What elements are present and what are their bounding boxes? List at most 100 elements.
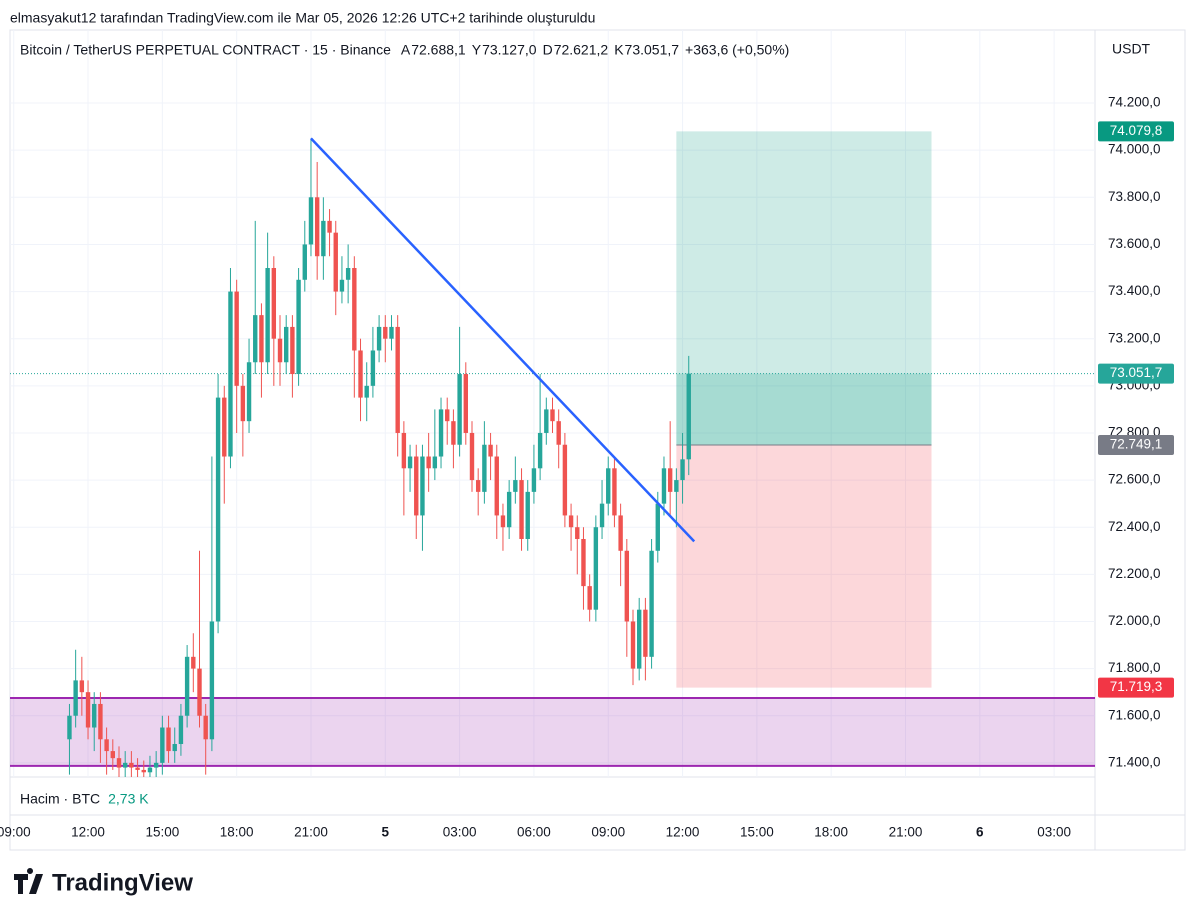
candle-body bbox=[457, 374, 462, 445]
y-tick-label: 72.600,0 bbox=[1108, 472, 1161, 487]
target-box bbox=[676, 131, 932, 445]
x-tick-label: 6 bbox=[976, 825, 984, 840]
ohlc-key: A bbox=[401, 42, 411, 58]
price-label-bg bbox=[1098, 434, 1174, 455]
candle-body bbox=[587, 586, 592, 610]
x-tick-label: 03:00 bbox=[443, 825, 477, 840]
candle-body bbox=[129, 762, 134, 768]
candle-body bbox=[308, 197, 314, 245]
candle-body bbox=[79, 680, 85, 693]
candle-body bbox=[649, 550, 654, 657]
candle-body bbox=[209, 621, 215, 740]
candle-body bbox=[618, 515, 623, 551]
y-tick-label: 72.000,0 bbox=[1108, 613, 1161, 628]
candle-body bbox=[184, 656, 190, 716]
candle-body bbox=[426, 456, 431, 469]
candle-body bbox=[240, 385, 246, 422]
x-tick-label: 5 bbox=[382, 825, 390, 840]
candle-body bbox=[606, 468, 611, 504]
price-label-bg bbox=[1098, 121, 1174, 142]
candle-body bbox=[556, 421, 561, 445]
y-tick-label: 71.400,0 bbox=[1108, 754, 1161, 769]
y-tick-label: 72.200,0 bbox=[1108, 566, 1161, 581]
logo-icon bbox=[14, 868, 43, 894]
candle-body bbox=[432, 456, 438, 469]
logo-text: TradingView bbox=[52, 869, 193, 896]
candle-body bbox=[314, 197, 320, 257]
candle-body bbox=[352, 268, 357, 351]
candle-body bbox=[630, 621, 636, 669]
price-label: 72.749,1 bbox=[1110, 437, 1163, 452]
price-label: 73.051,7 bbox=[1110, 365, 1163, 380]
candle-body bbox=[420, 456, 425, 516]
candle-body bbox=[265, 268, 270, 363]
logo: TradingView bbox=[14, 868, 193, 896]
candle-body bbox=[153, 762, 159, 768]
support-zone bbox=[10, 698, 1095, 766]
candle-body bbox=[296, 279, 301, 375]
candle-body bbox=[345, 268, 351, 280]
current-profit-box bbox=[676, 373, 932, 445]
y-tick-label: 73.800,0 bbox=[1108, 189, 1161, 204]
candle-body bbox=[73, 680, 78, 716]
candle-body bbox=[222, 397, 227, 457]
candle-body bbox=[506, 491, 512, 528]
candle-body bbox=[383, 326, 388, 339]
candle-body bbox=[253, 315, 258, 363]
candle-body bbox=[568, 515, 574, 528]
candle-body bbox=[116, 758, 122, 768]
ohlc-value: 73.127,0 bbox=[482, 42, 537, 58]
candle-body bbox=[302, 244, 307, 280]
candle-body bbox=[661, 468, 667, 504]
candle-body bbox=[172, 744, 177, 752]
x-tick-label: 12:00 bbox=[71, 825, 105, 840]
candle-body bbox=[655, 503, 660, 551]
candle-body bbox=[191, 656, 196, 669]
candle-body bbox=[494, 456, 499, 516]
candle-body bbox=[67, 715, 72, 740]
candle-body bbox=[451, 421, 456, 445]
trendline bbox=[310, 137, 696, 543]
candle-body bbox=[215, 397, 221, 622]
candle-body bbox=[147, 767, 153, 773]
x-tick-label: 15:00 bbox=[145, 825, 179, 840]
candle-body bbox=[637, 609, 642, 669]
candle-body bbox=[612, 468, 617, 516]
volume-value: 2,73 K bbox=[108, 791, 149, 807]
candle-body bbox=[389, 326, 394, 339]
change: +363,6 (+0,50%) bbox=[685, 42, 789, 58]
candle-body bbox=[321, 220, 326, 257]
candle-body bbox=[92, 703, 97, 728]
candle-body bbox=[284, 326, 289, 363]
candle-body bbox=[85, 692, 91, 728]
candle-body bbox=[593, 527, 599, 610]
candle-body bbox=[246, 362, 252, 422]
ohlc-value: 72.688,1 bbox=[411, 42, 466, 58]
candle-body bbox=[160, 727, 165, 763]
ohlc-value: 73.051,7 bbox=[625, 42, 680, 58]
candle-body bbox=[667, 468, 673, 492]
candle-body bbox=[364, 385, 369, 398]
candle-body bbox=[599, 503, 605, 528]
price-label: 71.719,3 bbox=[1110, 679, 1163, 694]
stop-box bbox=[676, 444, 932, 688]
candle-body bbox=[445, 409, 450, 422]
x-tick-label: 03:00 bbox=[1037, 825, 1071, 840]
y-tick-label: 73.400,0 bbox=[1108, 283, 1161, 298]
ohlc-key: D bbox=[543, 42, 553, 58]
candle-body bbox=[544, 409, 549, 433]
y-tick-label: 71.800,0 bbox=[1108, 660, 1161, 675]
chart-frame bbox=[9, 29, 1186, 851]
candle-body bbox=[482, 444, 487, 492]
ohlc-value: 72.621,2 bbox=[554, 42, 609, 58]
candle-body bbox=[277, 338, 283, 363]
candle-body bbox=[234, 291, 239, 386]
candle-body bbox=[525, 491, 530, 539]
x-tick-label: 21:00 bbox=[294, 825, 328, 840]
candle-body bbox=[562, 444, 568, 516]
candle-body bbox=[414, 456, 419, 516]
candle-body bbox=[271, 268, 277, 339]
x-tick-label: 06:00 bbox=[517, 825, 551, 840]
x-tick-label: 12:00 bbox=[666, 825, 700, 840]
